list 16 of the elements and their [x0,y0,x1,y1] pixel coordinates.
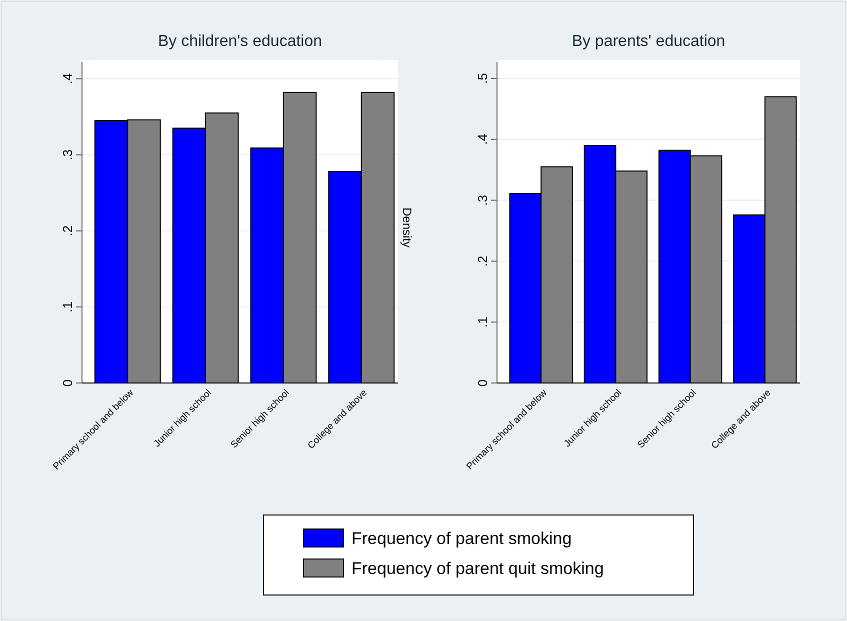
y-tick-label: 0 [60,379,75,387]
y-tick-label: .2 [475,256,490,267]
y-tick-label: .4 [475,134,490,145]
y-axis-title: Density [400,207,414,248]
legend-label: Frequency of parent smoking [352,529,572,548]
y-tick-label: .3 [475,194,490,206]
y-tick-label: .1 [475,316,490,328]
chart-title: By parents' education [572,33,726,50]
y-tick-label: .2 [60,225,75,236]
chart-title: By children's education [158,33,322,50]
y-tick-label: .3 [60,149,75,160]
y-tick-label: 0 [475,379,490,387]
legend-label: Frequency of parent quit smoking [352,559,604,578]
y-tick-label: .1 [60,302,75,312]
y-tick-label: .4 [60,73,75,84]
y-tick-label: .5 [475,73,490,84]
